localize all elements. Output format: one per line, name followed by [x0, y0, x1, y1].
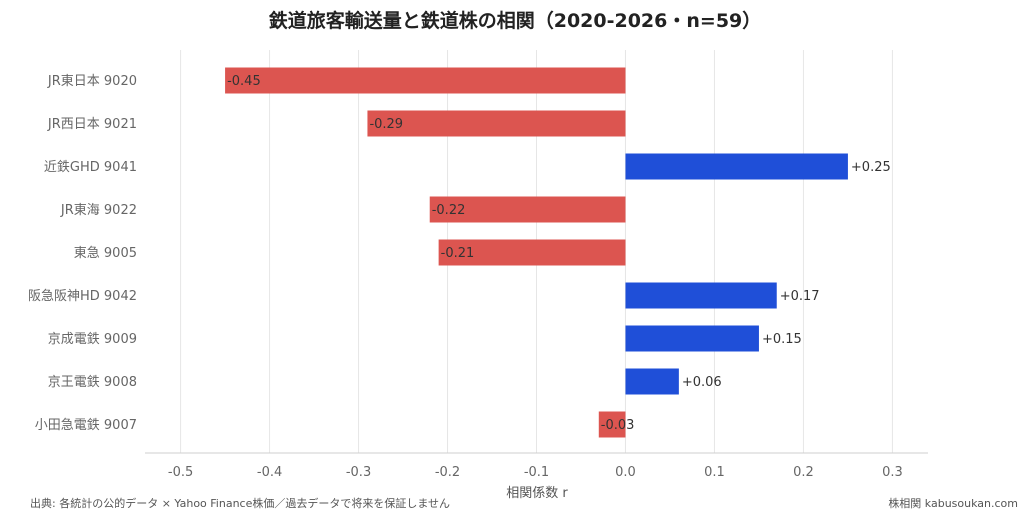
category-label: JR西日本 9021: [47, 117, 137, 132]
bar: [625, 282, 777, 309]
x-tick-labels: -0.5 -0.4 -0.3 -0.2 -0.1 0.0 0.1 0.2 0.3: [168, 465, 903, 480]
credit-note: 株相関 kabusoukan.com: [888, 497, 1018, 510]
x-tick-label: -0.3: [346, 465, 371, 480]
value-label: -0.03: [601, 418, 635, 433]
bar: [225, 67, 626, 94]
bars: [225, 67, 848, 438]
category-labels: JR東日本 9020 JR西日本 9021 近鉄GHD 9041 JR東海 9022 東…: [28, 73, 137, 433]
x-axis-title: 相関係数 r: [506, 486, 568, 501]
category-label: JR東日本 9020: [47, 73, 137, 89]
category-label: JR東海 9022: [60, 202, 137, 218]
category-label: 東急 9005: [74, 245, 137, 261]
bar: [438, 239, 626, 266]
x-tick-label: -0.4: [257, 465, 282, 480]
x-tick-label: -0.5: [168, 465, 193, 480]
value-label: -0.45: [227, 74, 261, 89]
bar: [625, 325, 759, 352]
value-labels: -0.45 -0.29 +0.25 -0.22 -0.21 +0.17 +0.15 +0.06…: [227, 74, 891, 433]
bar: [429, 196, 626, 223]
bar: [625, 368, 679, 395]
category-label: 京成電鉄 9009: [48, 332, 137, 347]
category-label: 近鉄GHD 9041: [44, 160, 137, 175]
x-tick-label: 0.0: [615, 465, 636, 480]
x-tick-label: 0.2: [793, 465, 814, 480]
chart-title: 鉄道旅客輸送量と鉄道株の相関（2020-2026・n=59）: [268, 10, 762, 32]
source-note: 出典: 各統計の公的データ × Yahoo Finance株価／過去データで将来…: [30, 497, 451, 510]
value-label: +0.06: [682, 375, 722, 390]
bar: [367, 110, 626, 137]
x-tick-label: -0.1: [524, 465, 549, 480]
bar: [625, 153, 848, 180]
bar: [598, 411, 626, 438]
x-tick-label: -0.2: [435, 465, 460, 480]
category-label: 小田急電鉄 9007: [35, 418, 137, 433]
category-label: 阪急阪神HD 9042: [28, 289, 137, 304]
x-tick-label: 0.1: [704, 465, 725, 480]
value-label: +0.17: [780, 289, 820, 304]
value-label: +0.25: [851, 160, 891, 175]
value-label: -0.22: [432, 203, 466, 218]
x-tick-label: 0.3: [882, 465, 903, 480]
category-label: 京王電鉄 9008: [48, 375, 137, 390]
value-label: -0.29: [369, 117, 403, 132]
value-label: +0.15: [762, 332, 802, 347]
value-label: -0.21: [441, 246, 475, 261]
